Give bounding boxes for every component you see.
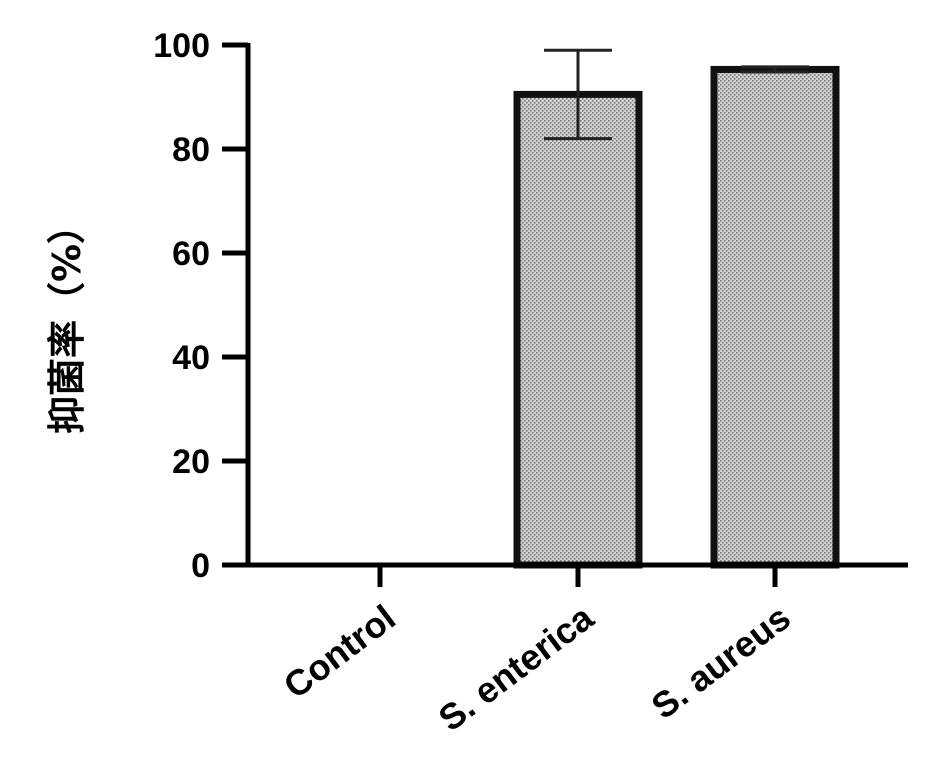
plot-area: 0 20 40 60 80 100 Control S. enterica S. aureus bbox=[153, 27, 908, 739]
bar-s-enterica bbox=[513, 90, 643, 569]
x-tick-label-control: Control bbox=[276, 597, 403, 707]
y-tick-label-100: 100 bbox=[153, 27, 210, 65]
x-tick-label-s-aureus: S. aureus bbox=[644, 597, 798, 727]
y-axis-title-group: 抑菌率（%） bbox=[45, 206, 89, 434]
x-tick-label-s-enterica: S. enterica bbox=[431, 596, 602, 739]
y-axis-title: 抑菌率（%） bbox=[45, 206, 89, 434]
bar-s-aureus bbox=[710, 65, 840, 569]
y-tick-label-80: 80 bbox=[172, 131, 210, 169]
y-tick-label-20: 20 bbox=[172, 443, 210, 481]
y-tick-label-40: 40 bbox=[172, 339, 210, 377]
y-tick-label-0: 0 bbox=[191, 547, 210, 585]
y-tick-label-60: 60 bbox=[172, 235, 210, 273]
